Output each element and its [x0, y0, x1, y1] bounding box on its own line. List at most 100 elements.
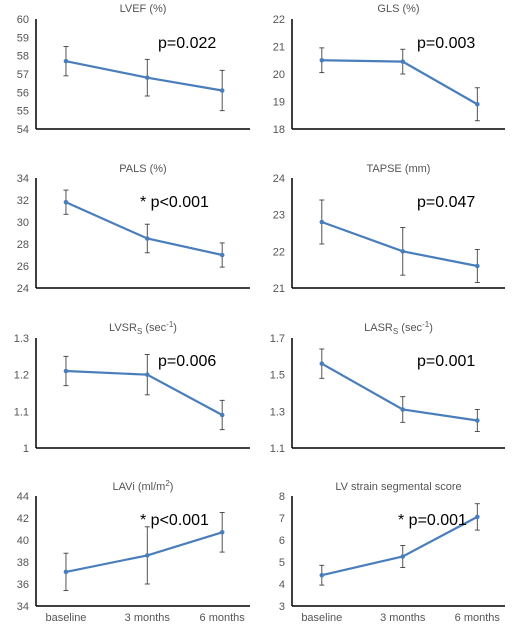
y-tick-label: 1	[23, 443, 29, 455]
y-tick-label: 59	[17, 32, 29, 44]
p-value-annotation: p=0.047	[417, 194, 475, 211]
data-point	[219, 252, 225, 258]
y-tick-label: 36	[17, 579, 29, 591]
chart-title-subscript: S	[393, 327, 398, 336]
y-tick-label: 24	[273, 173, 285, 185]
chart-panel-4: TAPSE (mm) 21 22 23 24 p=0.047	[273, 163, 505, 295]
y-tick-label: 22	[273, 14, 285, 26]
p-value-annotation: * p<0.001	[140, 194, 209, 211]
data-point	[400, 249, 406, 254]
data-point	[63, 58, 69, 64]
chart-title-main: TAPSE (mm)	[367, 163, 431, 175]
series-line	[321, 220, 478, 268]
chart-title-close: )	[173, 322, 177, 334]
data-point	[144, 372, 150, 377]
series-line	[65, 531, 223, 573]
y-tick-label: 21	[273, 283, 285, 295]
chart-title-close: )	[170, 481, 174, 493]
chart-title-superscript: 2	[165, 479, 170, 488]
y-tick-label: 57	[17, 69, 29, 81]
data-point	[319, 57, 325, 63]
p-value-annotation: p=0.003	[417, 35, 475, 52]
chart-title-main: LAVi (ml/m	[113, 481, 166, 493]
chart-title-main: PALS (%)	[119, 163, 166, 175]
chart-panel-1: LVEF (%) 54 55 56 57 58 59 60 p=0.022	[17, 3, 250, 136]
chart-title: LVSRS (sec-1)	[109, 320, 177, 336]
y-tick-label: 6	[279, 535, 285, 547]
data-point	[63, 199, 69, 205]
y-tick-label: 1.5	[270, 370, 285, 382]
chart-title-unit: (sec	[398, 322, 422, 334]
y-tick-label: 1.3	[270, 406, 285, 418]
y-tick-label: 28	[17, 239, 29, 251]
chart-title-main: LVSR	[109, 322, 137, 334]
chart-title-superscript: -1	[166, 320, 174, 329]
data-point	[144, 236, 150, 241]
chart-panel-8: LV strain segmental score 3 4 5 6 7 8 baseline 3…	[279, 481, 505, 624]
data-point	[400, 554, 406, 559]
y-tick-label: 18	[273, 124, 285, 136]
chart-title: LVEF (%)	[120, 3, 167, 15]
data-point	[475, 514, 480, 520]
series-line	[321, 59, 478, 106]
series-line	[321, 362, 478, 422]
y-tick-label: 19	[273, 97, 285, 109]
chart-title-close: )	[429, 322, 433, 334]
y-tick-label: 3	[279, 601, 285, 613]
chart-title: TAPSE (mm)	[367, 163, 431, 175]
data-point	[219, 530, 225, 535]
data-point	[144, 553, 150, 558]
chart-title-subscript: S	[137, 327, 142, 336]
y-tick-label: 54	[17, 124, 29, 136]
chart-panel-7: LAVi (ml/m2) 34 36 38 40 42 44 baseline 3 months…	[17, 479, 250, 624]
y-tick-label: 38	[17, 557, 29, 569]
y-tick-label: 32	[17, 195, 29, 207]
p-value-annotation: p=0.006	[158, 353, 216, 370]
chart-title-main: LV strain segmental score	[335, 481, 461, 493]
chart-panel-2: GLS (%) 18 19 20 21 22 p=0.003	[273, 3, 505, 136]
p-value-annotation: * p<0.001	[140, 512, 209, 529]
x-tick-label: 6 months	[455, 612, 501, 624]
x-tick-label: baseline	[45, 612, 86, 624]
y-tick-label: 58	[17, 51, 29, 63]
chart-panel-6: LASRS (sec-1) 1.1 1.3 1.5 1.7 p=0.001	[270, 320, 505, 455]
data-point	[319, 219, 325, 225]
data-point	[400, 407, 406, 412]
chart-title-main: GLS (%)	[377, 3, 419, 15]
x-tick-label: baseline	[301, 612, 342, 624]
y-tick-label: 21	[273, 42, 285, 54]
data-point	[475, 101, 480, 107]
y-tick-label: 56	[17, 87, 29, 99]
x-tick-label: 6 months	[200, 612, 246, 624]
y-tick-label: 44	[17, 491, 29, 503]
y-tick-label: 22	[273, 246, 285, 258]
y-tick-label: 30	[17, 217, 29, 229]
y-tick-label: 8	[279, 491, 285, 503]
y-tick-label: 23	[273, 210, 285, 222]
data-point	[319, 572, 325, 578]
y-tick-label: 40	[17, 535, 29, 547]
y-tick-label: 1.3	[14, 333, 29, 345]
chart-title-unit: (sec	[142, 322, 166, 334]
x-tick-label: 3 months	[380, 612, 426, 624]
y-tick-label: 1.1	[14, 406, 29, 418]
chart-title-main: LVEF (%)	[120, 3, 167, 15]
chart-title: LAVi (ml/m2)	[113, 479, 174, 493]
data-point	[219, 412, 225, 418]
p-value-annotation: p=0.022	[158, 35, 216, 52]
p-value-annotation: p=0.001	[417, 353, 475, 370]
data-point	[63, 368, 69, 374]
y-tick-label: 60	[17, 14, 29, 26]
data-point	[144, 75, 150, 80]
y-tick-label: 34	[17, 601, 29, 613]
chart-title: PALS (%)	[119, 163, 166, 175]
y-tick-label: 1.1	[270, 443, 285, 455]
y-tick-label: 7	[279, 513, 285, 525]
y-tick-label: 4	[279, 579, 285, 591]
y-tick-label: 34	[17, 173, 29, 185]
y-tick-label: 26	[17, 261, 29, 273]
chart-title: GLS (%)	[377, 3, 419, 15]
series-line	[65, 369, 223, 416]
data-point	[319, 361, 325, 366]
